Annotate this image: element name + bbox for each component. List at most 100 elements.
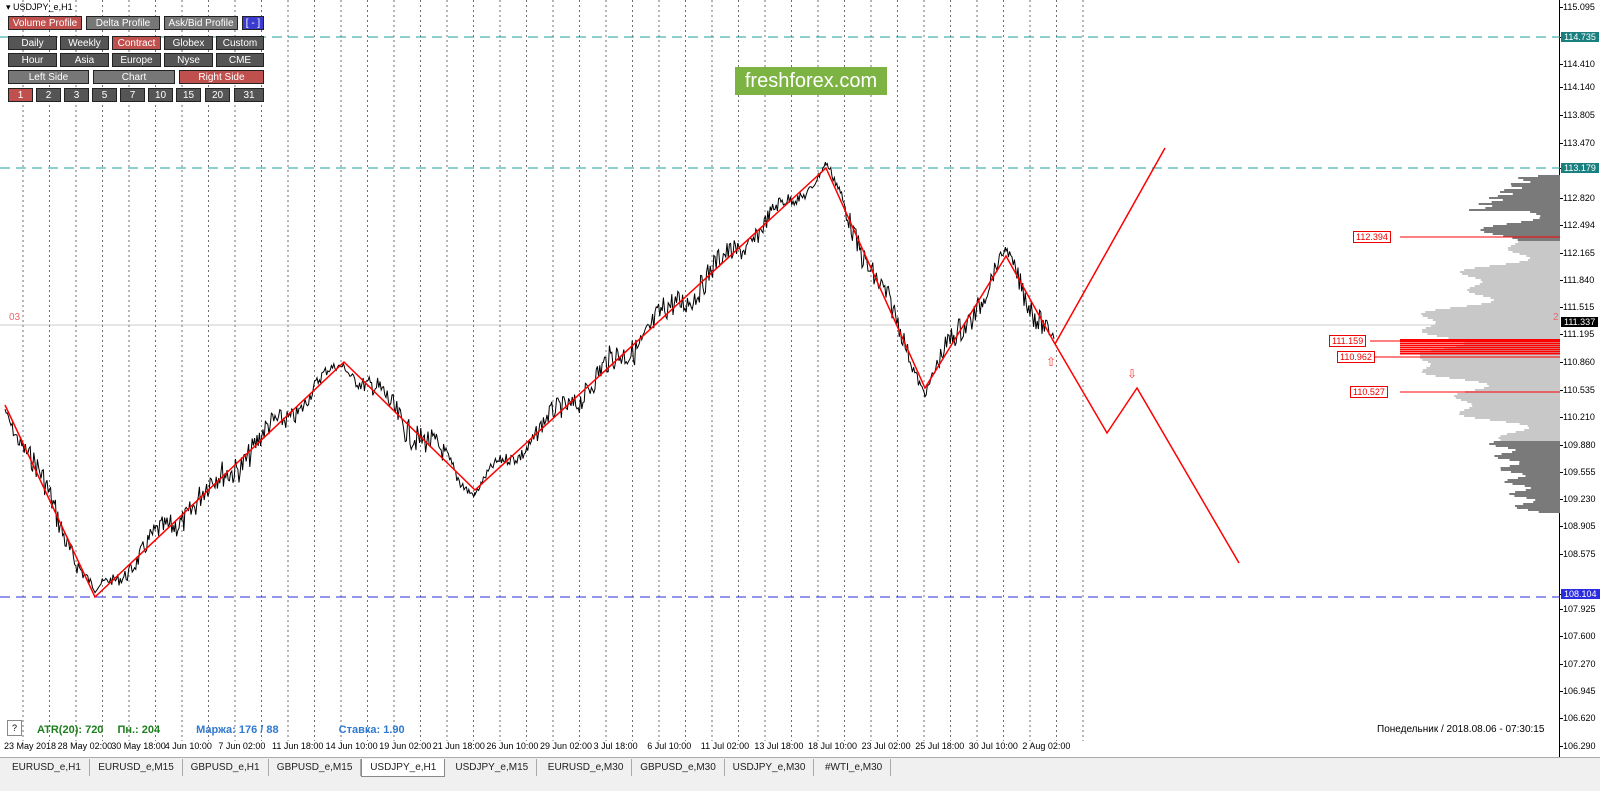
price-tick-mark	[1560, 334, 1563, 336]
chevron-down-icon[interactable]: ▾	[6, 2, 11, 12]
period-weekly-button[interactable]: Weekly	[60, 36, 109, 50]
session-asia-button[interactable]: Asia	[60, 53, 109, 67]
poc-bar	[1400, 343, 1560, 345]
profile-bar	[1454, 395, 1560, 397]
period-daily-button[interactable]: Daily	[8, 36, 57, 50]
profile-bar	[1510, 183, 1560, 185]
profile-bar	[1540, 215, 1560, 217]
chart-tab[interactable]: USDJPY_e,H1	[361, 759, 446, 777]
chart-tab[interactable]: GBPUSD_e,M15	[268, 759, 362, 776]
profile-bar	[1527, 425, 1560, 427]
profile-bar	[1461, 399, 1560, 401]
profile-bar	[1466, 305, 1560, 307]
count-3-button[interactable]: 3	[64, 88, 89, 102]
chart-tab[interactable]: EURUSD_e,M15	[90, 759, 183, 776]
poc-bar	[1400, 349, 1560, 351]
session-cme-button[interactable]: CME	[216, 53, 264, 67]
profile-bar	[1488, 385, 1560, 387]
profile-bar	[1512, 251, 1560, 253]
count-7-button[interactable]: 7	[120, 88, 145, 102]
count-2-button[interactable]: 2	[36, 88, 61, 102]
period-contract-button[interactable]: Contract	[112, 36, 161, 50]
profile-bar	[1435, 323, 1560, 325]
price-tick-label: 111.840	[1563, 275, 1595, 286]
delta-profile-button[interactable]: Delta Profile	[86, 16, 160, 30]
price-tick-label: 107.925	[1563, 603, 1596, 614]
price-chart[interactable]: ⇧ ⇩	[0, 0, 1560, 757]
profile-bar	[1500, 435, 1560, 437]
price-tick-mark	[1560, 745, 1563, 747]
session-nyse-button[interactable]: Nyse	[164, 53, 213, 67]
profile-bar	[1515, 449, 1560, 451]
collapse-button[interactable]: [ - ]	[242, 16, 264, 30]
chart-tab[interactable]: GBPUSD_e,M30	[632, 759, 725, 776]
profile-bar	[1487, 383, 1560, 385]
count-1-button[interactable]: 1	[8, 88, 33, 102]
period-custom-button[interactable]: Custom	[216, 36, 264, 50]
help-button[interactable]: ?	[7, 720, 22, 736]
profile-bar	[1489, 443, 1560, 445]
period-globex-button[interactable]: Globex	[164, 36, 213, 50]
profile-bar	[1482, 281, 1560, 283]
price-tick-label: 110.860	[1563, 357, 1595, 368]
date-label: 19 Jun 02:00	[379, 741, 432, 751]
symbol-title: ▾ USDJPY_e,H1	[6, 2, 73, 13]
profile-bar	[1509, 493, 1560, 495]
profile-bar	[1524, 429, 1560, 431]
price-tick-label: 106.290	[1563, 740, 1596, 751]
session-europe-button[interactable]: Europe	[112, 53, 161, 67]
count-20-button[interactable]: 20	[205, 88, 230, 102]
profile-bar	[1459, 271, 1560, 273]
profile-bar	[1507, 447, 1560, 449]
volume-profile-button[interactable]: Volume Profile	[8, 16, 82, 30]
chart-tab[interactable]: GBPUSD_e,H1	[182, 759, 269, 776]
profile-bar	[1530, 211, 1560, 213]
price-tick-mark	[1560, 225, 1563, 227]
profile-bar	[1511, 185, 1560, 187]
chart-tab[interactable]: EURUSD_e,M30	[539, 759, 633, 776]
price-tick-mark	[1560, 690, 1563, 692]
price-tick-mark	[1560, 471, 1563, 473]
zigzag-line	[4, 166, 1056, 599]
price-axis[interactable]: 115.095 114.735 114.410 114.140 113.805 113.4…	[1560, 0, 1600, 778]
chart-tab[interactable]: USDJPY_e,M30	[724, 759, 815, 776]
price-tick-label: 107.270	[1563, 658, 1596, 669]
profile-bar	[1506, 421, 1560, 423]
profile-bar	[1422, 369, 1560, 371]
session-hour-button[interactable]: Hour	[8, 53, 57, 67]
profile-bar	[1515, 431, 1560, 433]
profile-bar	[1471, 403, 1560, 405]
profile-bar	[1472, 405, 1560, 407]
profile-bar	[1512, 237, 1560, 239]
poc-bar	[1400, 339, 1560, 341]
count-15-button[interactable]: 15	[176, 88, 201, 102]
right-marker: 2	[1553, 312, 1559, 323]
count-31-button[interactable]: 31	[234, 88, 264, 102]
chart-button[interactable]: Chart	[93, 70, 175, 84]
status-bar-left: ATR(20): 720 Пн.: 204 Маржа: 176 / 88 Ставк…	[37, 724, 419, 736]
price-tick-mark	[1560, 64, 1563, 66]
price-tick-mark	[1560, 499, 1563, 501]
right-side-button[interactable]: Right Side	[179, 70, 264, 84]
price-tick-mark	[1560, 252, 1563, 254]
profile-label-110962: 110.962	[1337, 351, 1375, 363]
chart-tab[interactable]: #WTI_e,M30	[817, 759, 892, 776]
down-arrow-icon: ⇩	[1127, 367, 1137, 381]
chart-tab[interactable]: USDJPY_e,M15	[447, 759, 538, 776]
freshforex-logo: freshforex.com	[735, 67, 887, 95]
date-label: 11 Jun 18:00	[272, 741, 324, 751]
count-10-button[interactable]: 10	[148, 88, 173, 102]
chart-tab[interactable]: EURUSD_e,H1	[4, 759, 90, 776]
ask-bid-profile-button[interactable]: Ask/Bid Profile	[164, 16, 238, 30]
profile-bar	[1523, 503, 1560, 505]
count-5-button[interactable]: 5	[92, 88, 117, 102]
profile-bar	[1427, 361, 1560, 363]
price-tick-mark	[1560, 608, 1563, 610]
profile-bar	[1478, 381, 1560, 383]
price-tag: 111.337	[1561, 317, 1599, 328]
profile-bar	[1425, 311, 1560, 313]
date-label: 18 Jul 10:00	[808, 741, 858, 751]
left-side-button[interactable]: Left Side	[8, 70, 89, 84]
profile-bar	[1475, 277, 1560, 279]
chart-area[interactable]: ⇧ ⇩ ▾ USDJPY_e,H1 Volume Profile Delta P…	[0, 0, 1560, 757]
